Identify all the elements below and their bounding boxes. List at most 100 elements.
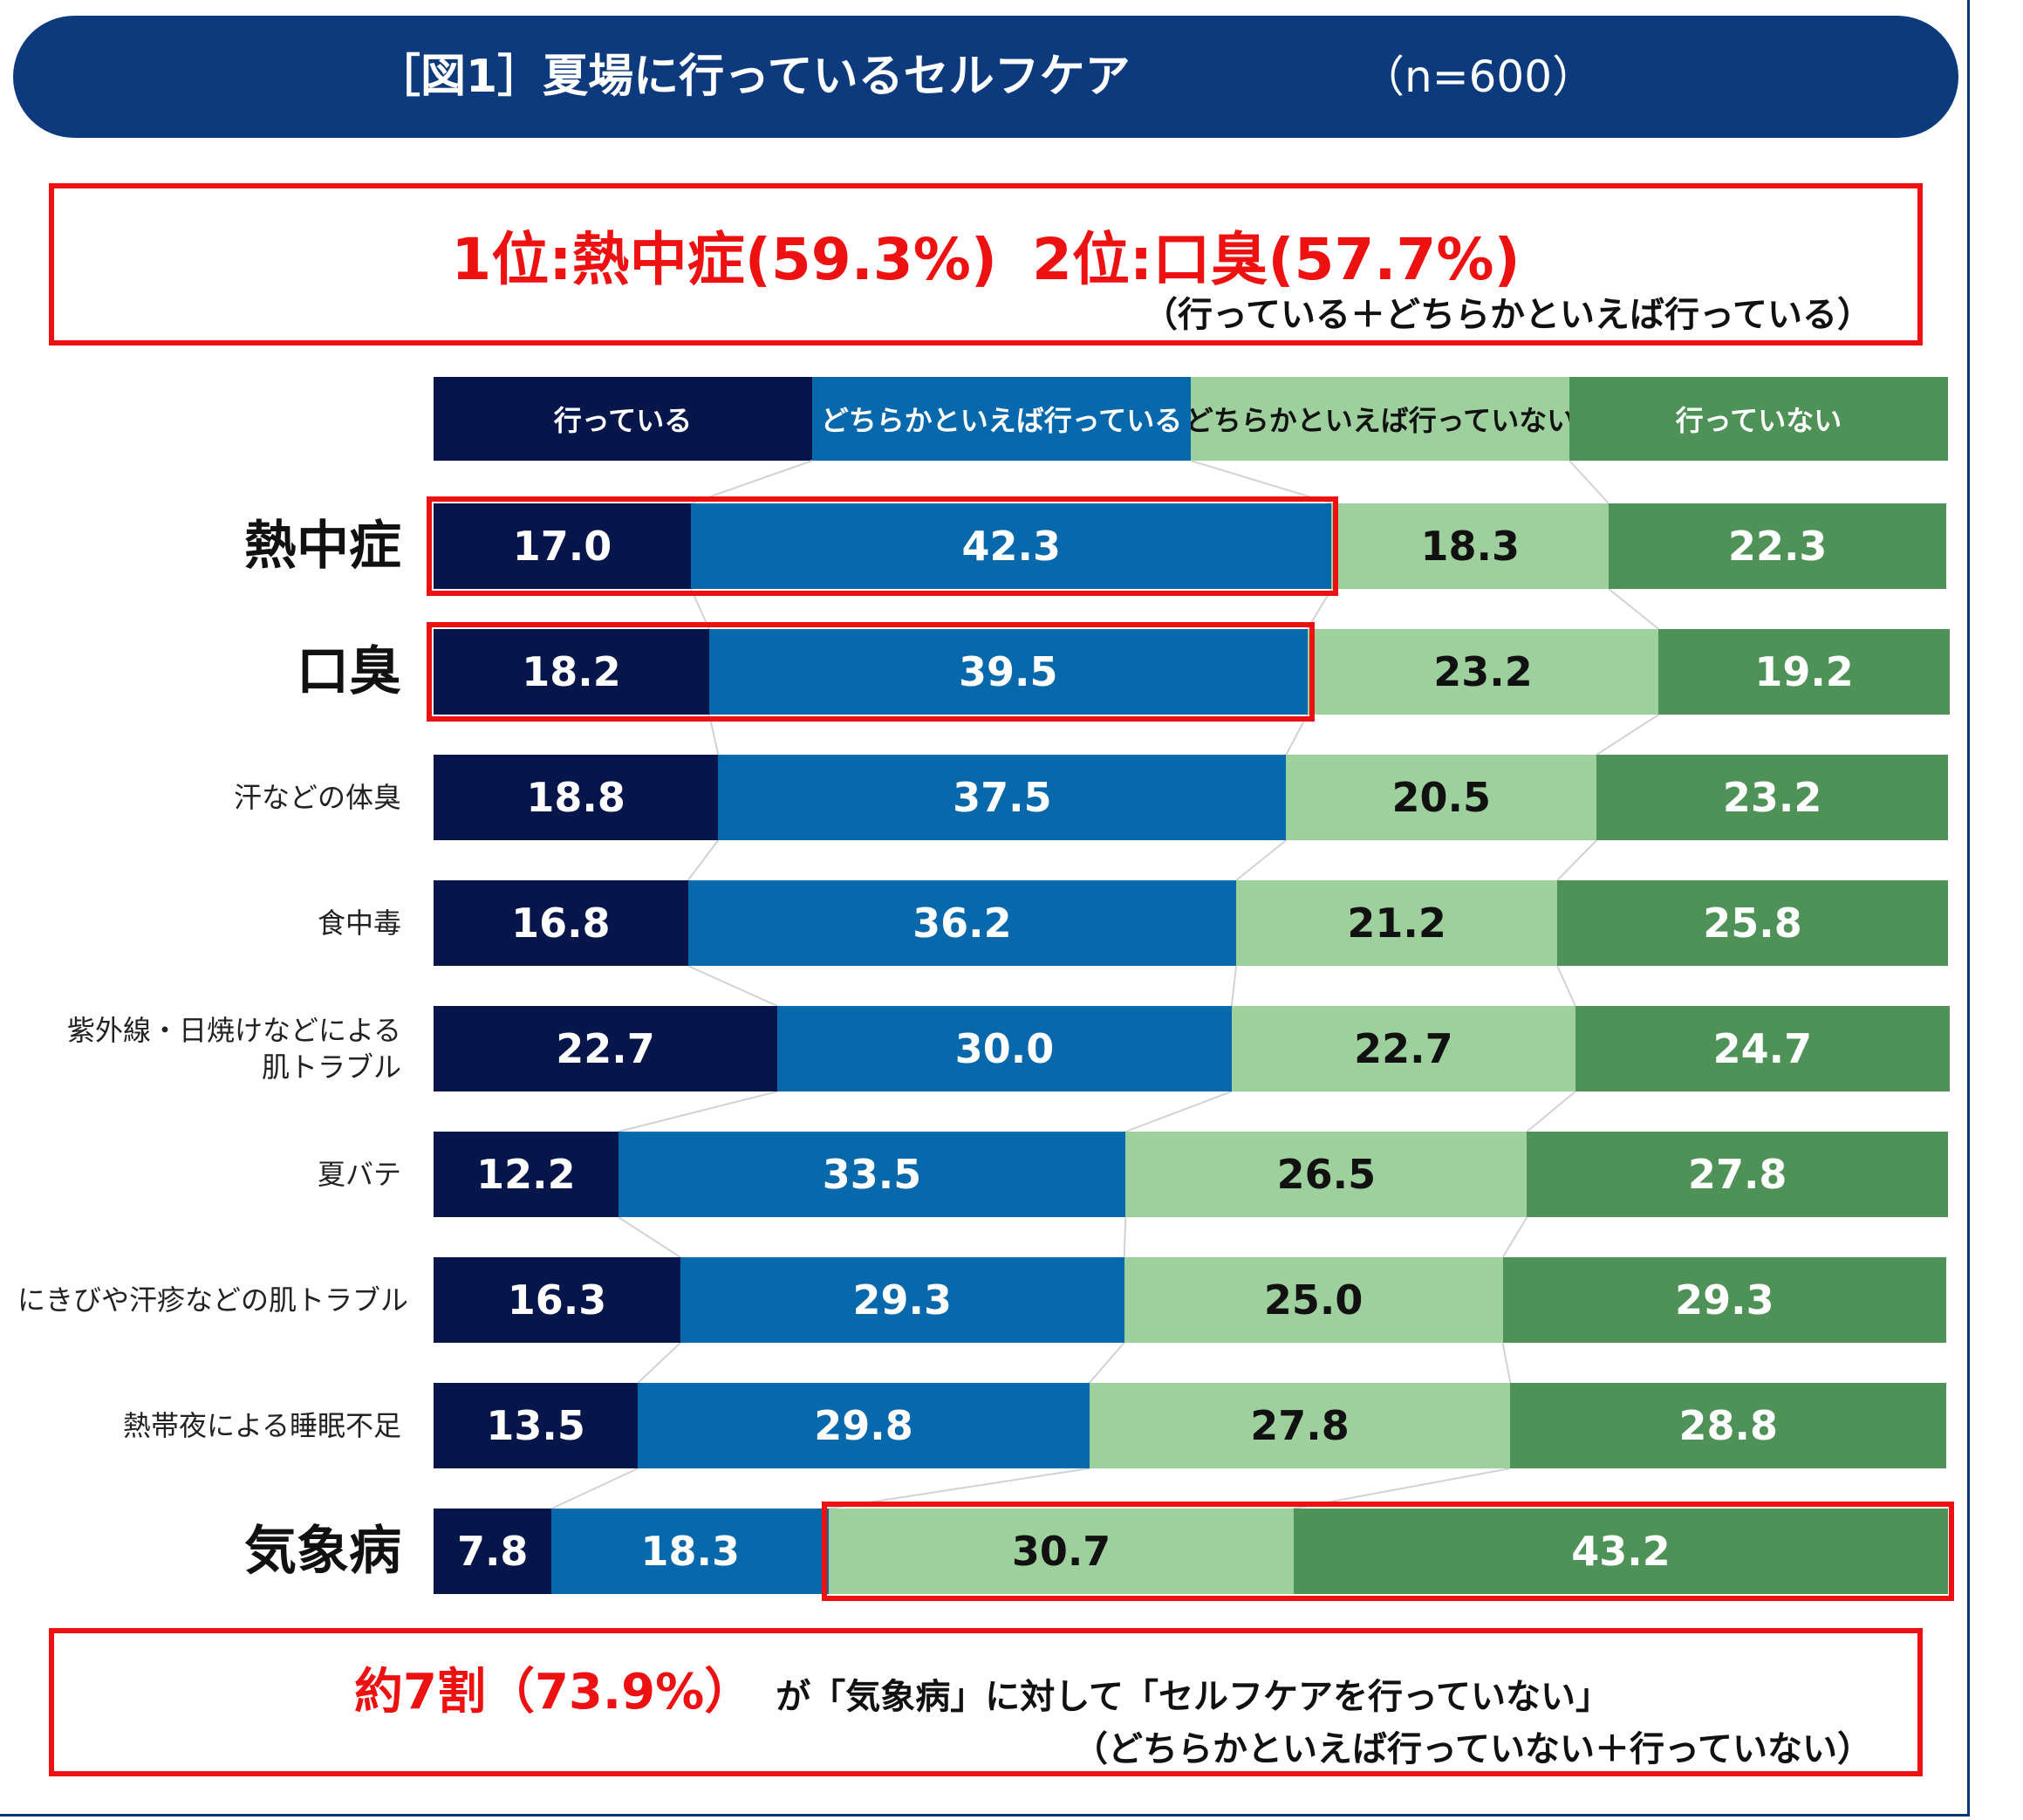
bar-segment: 16.8 [434,880,688,966]
data-label: 24.7 [1712,1025,1813,1072]
connector-line [1569,460,1610,504]
category-label-line: 熱中症 [244,516,401,577]
data-label: 21.2 [1347,900,1446,947]
data-label: 25.0 [1263,1276,1363,1324]
bar-segment: 28.8 [1510,1383,1947,1468]
legend-item-2: どちらかといえば行っている [812,377,1191,461]
top-note: （行っている＋どちらかといえば行っている） [1143,295,1872,335]
sample-size: （n=600） [1361,51,1596,102]
connector-line [618,1091,778,1132]
bar-segment: 29.3 [1502,1257,1947,1343]
connector-line [707,714,720,756]
data-label: 23.2 [1433,648,1533,695]
connector-line [618,1216,681,1258]
connector-line [1235,839,1287,881]
data-label: 30.7 [1011,1528,1111,1575]
connector-line [1556,839,1597,881]
data-label: 18.3 [1420,523,1521,570]
category-label-line: にきびや汗疹などの肌トラブル [17,1283,409,1317]
bar-segment: 30.7 [829,1509,1295,1594]
bar-segment: 27.8 [1089,1383,1511,1468]
category-label-line: 紫外線・日焼けなどによる [66,1014,401,1047]
data-label: 25.8 [1703,900,1802,947]
data-label: 17.0 [512,523,612,570]
legend-item-1: 行っている [434,377,812,461]
category-label-line: 肌トラブル [261,1050,401,1084]
bar-segment: 29.8 [638,1383,1090,1468]
connector-line [1088,1342,1125,1384]
category-label-line: 汗などの体臭 [233,781,401,814]
bar-segment: 24.7 [1575,1006,1950,1091]
bar-segment: 12.2 [434,1132,619,1217]
data-label: 27.8 [1687,1151,1787,1198]
bottom-note: （どちらかといえば行っていない＋行っていない） [1073,1729,1872,1769]
figure-frame [0,0,1970,1817]
rank2-text: 2位:口臭(57.7%) [1032,226,1521,293]
category-label: 熱帯夜による睡眠不足 [17,1407,401,1444]
connector-line [690,588,710,630]
data-label: 18.2 [522,648,621,695]
data-label: 19.2 [1754,648,1854,695]
data-label: 30.0 [954,1025,1055,1072]
bar-segment: 29.3 [680,1257,1124,1343]
bar-segment: 27.8 [1527,1132,1948,1217]
bar-segment: 22.3 [1609,503,1947,589]
data-label: 28.8 [1678,1402,1779,1449]
connector-line [1293,1468,1511,1509]
legend-item-3: どちらかといえば行っていない [1191,377,1569,461]
bar-segment: 25.0 [1124,1257,1503,1343]
data-label: 26.5 [1276,1151,1377,1198]
data-label: 29.3 [1675,1276,1774,1324]
bar-segment: 37.5 [718,755,1287,840]
data-label: 43.2 [1571,1528,1671,1575]
bar-segment: 30.0 [777,1006,1232,1091]
connector-line [1608,588,1660,630]
category-label: 熱中症 [17,515,401,578]
connector-line [687,965,778,1007]
category-label: 気象病 [17,1520,401,1583]
category-label-line: 口臭 [297,641,401,702]
category-label: 紫外線・日焼けなどによる 肌トラブル [17,1012,401,1085]
bar-segment: 7.8 [434,1509,552,1594]
data-label: 36.2 [912,900,1012,947]
bottom-text: が「気象病」に対して「セルフケアを行っていない」 [776,1677,1611,1717]
bar-segment: 18.3 [551,1509,830,1594]
connector-line [637,1342,681,1384]
connector-line [550,1468,639,1509]
category-label: 食中毒 [17,905,401,941]
bar-segment: 42.3 [691,503,1332,589]
connector-line [1501,1216,1528,1258]
bar-segment: 16.3 [434,1257,680,1343]
data-label: 33.5 [822,1151,922,1198]
data-label: 22.7 [1354,1025,1453,1072]
connector-line [1306,588,1333,630]
bar-segment: 21.2 [1236,880,1558,966]
top-headline: 1位:熱中症(59.3%) 2位:口臭(57.7%) [54,213,1917,297]
bar-segment: 43.2 [1294,1509,1948,1594]
category-label-line: 熱帯夜による睡眠不足 [122,1409,401,1442]
connector-line [1123,1216,1127,1258]
category-label: 夏バテ [17,1156,401,1193]
data-label: 22.7 [556,1025,655,1072]
bar-segment: 33.5 [618,1132,1126,1217]
bar-segment: 22.7 [434,1006,778,1091]
bar-segment: 26.5 [1125,1132,1528,1217]
data-label: 16.8 [511,900,611,947]
connector-line [690,460,813,504]
bar-segment: 20.5 [1286,755,1597,840]
header-banner [13,16,1958,138]
category-label: 汗などの体臭 [17,779,401,816]
top-summary-box: 1位:熱中症(59.3%) 2位:口臭(57.7%) （行っている＋どちらかといえ… [49,183,1923,346]
rank1-text: 1位:熱中症(59.3%) [451,226,997,293]
connector-line [1501,1342,1512,1384]
figure-title: ［図1］夏場に行っているセルフケア [375,51,1131,103]
data-label: 42.3 [961,523,1062,570]
bottom-main: 約7割（73.9%） が「気象病」に対して「セルフケアを行っていない」 [354,1652,1610,1723]
category-label-line: 夏バテ [317,1158,401,1191]
data-label: 20.5 [1391,774,1492,821]
bar-segment: 13.5 [434,1383,639,1468]
connector-line [1124,1091,1233,1132]
connector-line [1556,965,1576,1007]
category-label-line: 食中毒 [317,907,401,940]
category-label-line: 気象病 [244,1521,401,1582]
